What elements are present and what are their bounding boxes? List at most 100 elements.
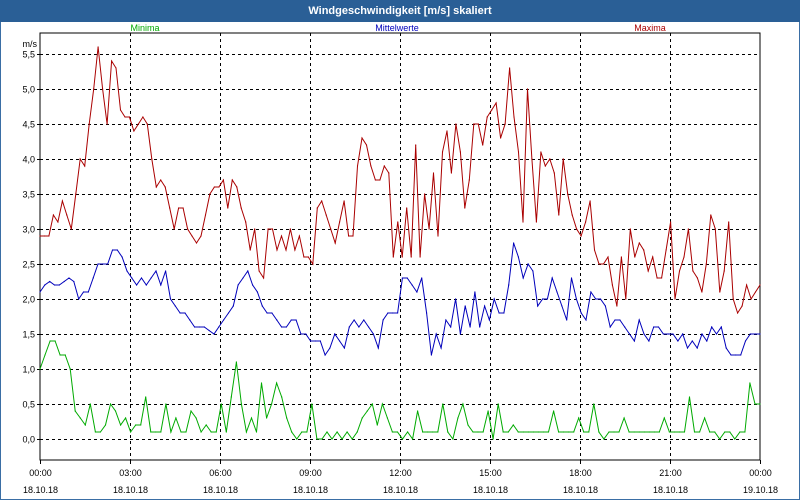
data-point [237,284,239,286]
data-point [667,333,669,335]
data-point [106,123,108,125]
data-point [430,354,432,356]
data-point [507,431,509,433]
data-point [513,116,515,118]
data-point [82,291,85,293]
legend-maxima: Maxima [634,23,666,33]
data-point [401,438,404,440]
data-point [387,312,389,314]
data-point [321,438,323,440]
data-point [301,431,303,433]
data-point [493,298,495,300]
data-point [358,326,360,328]
data-point [437,235,439,237]
data-point [619,319,621,321]
data-point [316,207,318,209]
data-point [522,431,525,433]
data-point [155,431,157,433]
data-point [553,172,555,174]
data-point [628,431,630,433]
data-point [759,284,761,286]
data-point [482,144,484,146]
data-point [633,431,635,433]
data-point [578,417,580,419]
data-point [165,270,167,272]
y-tick-label: 5,5 [22,50,35,60]
data-point [366,410,368,412]
data-point [504,123,506,125]
data-point [611,284,614,286]
x-tick-time: 15:00 [479,468,502,478]
data-point [464,305,466,307]
data-point [643,431,645,433]
data-point [656,277,658,279]
data-point [653,431,655,433]
data-point [155,186,157,188]
data-point [210,431,212,433]
data-point [462,403,464,405]
data-point [744,431,746,433]
data-point [133,130,135,132]
data-point [542,431,545,433]
data-point [252,284,254,286]
data-point [715,333,718,335]
data-point [455,298,457,300]
data-point [672,333,674,335]
data-point [43,235,46,237]
data-point [79,158,81,160]
data-point [119,109,122,111]
data-point [341,438,343,440]
data-point [150,277,152,279]
data-point [688,396,691,398]
data-point [348,235,350,237]
series-points-mittelwerte [39,242,761,356]
data-point [647,270,649,272]
data-point [324,354,326,356]
data-point [392,256,394,258]
data-point [87,291,89,293]
x-tick-time: 21:00 [659,468,682,478]
data-point [421,277,423,279]
data-point [73,280,75,283]
data-point [749,382,751,384]
data-point [492,438,494,440]
data-point [391,431,393,433]
data-point [370,165,372,167]
data-point [452,438,454,440]
data-point [49,340,51,342]
data-point [218,326,220,328]
data-point [39,291,41,293]
data-point [180,431,182,433]
data-point [137,123,139,125]
data-point [382,319,384,321]
data-point [236,186,238,188]
data-point [179,312,181,314]
data-point [286,417,288,419]
data-point [53,284,56,286]
data-point [164,186,166,188]
data-point [365,144,368,146]
x-tick-time: 12:00 [389,468,412,478]
data-point [306,431,308,433]
data-point [319,340,321,342]
data-point [361,137,363,139]
data-point [70,228,72,230]
data-point [388,172,390,174]
data-point [691,340,693,342]
data-point [175,417,177,419]
data-point [638,242,640,244]
data-point [459,333,461,335]
data-point [661,277,663,279]
data-point [609,326,611,328]
x-tick-date: 18.10.18 [473,485,508,495]
data-point [415,144,417,146]
data-point [603,438,605,440]
data-point [300,333,302,335]
data-point [64,354,66,356]
data-point [205,424,207,426]
data-point [571,214,573,216]
data-point [737,312,739,314]
data-point [406,277,408,279]
data-point [629,228,631,230]
